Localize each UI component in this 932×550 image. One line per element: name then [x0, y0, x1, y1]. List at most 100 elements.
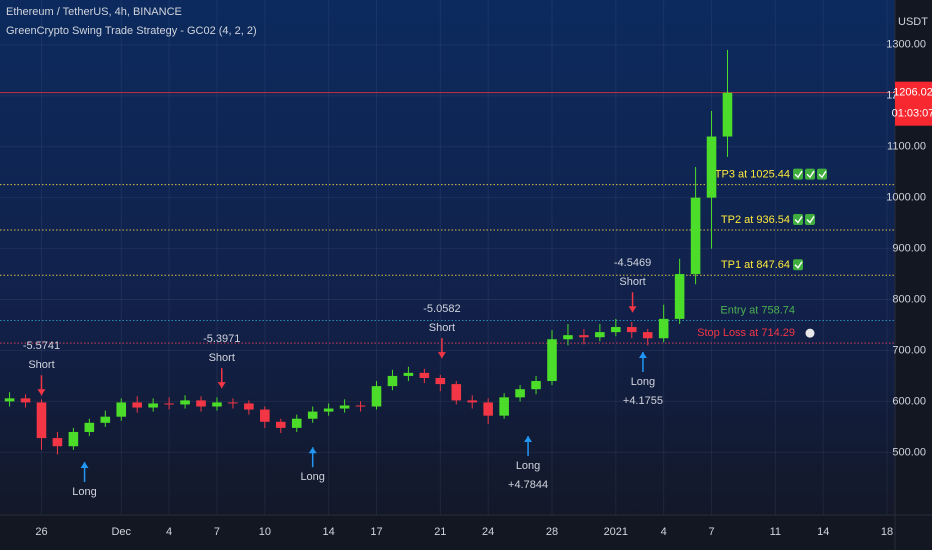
candle-body — [531, 381, 541, 390]
candle-body — [722, 92, 733, 137]
candle-body — [674, 274, 685, 319]
candle-body — [244, 403, 254, 410]
x-tick-label: 14 — [323, 526, 335, 538]
x-tick-label: 11 — [770, 526, 781, 538]
x-tick-label: 10 — [259, 526, 271, 538]
x-tick-label: 4 — [166, 526, 172, 538]
check-icon — [805, 213, 815, 225]
candle-body — [483, 402, 493, 416]
last-price-label: 1206.02 — [893, 87, 932, 99]
countdown-label: 01:03:07 — [892, 108, 932, 120]
signal-label: Short — [619, 276, 645, 288]
signal-arrow-head — [80, 462, 89, 469]
check-icon — [793, 259, 803, 271]
last-price-box — [895, 81, 932, 126]
signal-arrow-head — [217, 382, 226, 389]
x-tick-label: 28 — [546, 526, 558, 538]
y-axis-label: USDT — [898, 16, 928, 28]
signal-label: -5.0582 — [423, 303, 460, 315]
x-tick-label: 14 — [817, 526, 829, 538]
candle-body — [515, 389, 525, 398]
signal-label: -5.3971 — [203, 333, 240, 345]
y-tick-label: 900.00 — [892, 242, 926, 254]
candle-body — [435, 377, 446, 385]
candle-body — [36, 402, 47, 439]
check-mark — [806, 170, 815, 179]
candle-body — [212, 402, 222, 407]
candle-body — [611, 327, 621, 333]
candle-body — [499, 397, 509, 416]
candle-body — [387, 375, 398, 387]
signal-arrow-head — [628, 306, 637, 313]
candle-body — [563, 335, 573, 340]
check-mark — [794, 216, 803, 224]
y-tick-label: 600.00 — [892, 395, 926, 407]
y-tick-label: 700.00 — [892, 344, 926, 356]
candle-body — [132, 402, 142, 408]
signal-label: -4.5469 — [614, 257, 651, 269]
candle-body — [339, 405, 350, 409]
signal-label: +4.7844 — [508, 479, 548, 491]
candle-body — [419, 372, 430, 378]
signal-label: Short — [209, 352, 235, 364]
x-tick-label: 21 — [434, 526, 446, 538]
candle-body — [706, 136, 717, 198]
candle-body — [307, 411, 318, 419]
candle-body — [196, 400, 206, 407]
x-tick-label: 26 — [35, 526, 47, 538]
y-tick-label: 500.00 — [892, 446, 926, 458]
candle-body — [690, 197, 701, 275]
candle-body — [52, 438, 63, 447]
candle-body — [595, 332, 605, 338]
signal-label: Short — [429, 322, 455, 334]
candle-body — [355, 405, 366, 407]
level-label: Entry at 758.74 — [720, 304, 795, 316]
x-tick-label: 18 — [881, 526, 893, 538]
candle-body — [148, 403, 158, 408]
candle-body — [323, 408, 334, 412]
x-tick-label: 7 — [708, 526, 714, 538]
signal-label: Long — [516, 460, 540, 472]
candle-body — [467, 400, 478, 403]
y-tick-label: 800.00 — [892, 293, 926, 305]
y-tick-label: 1300.00 — [886, 39, 926, 51]
signal-label: Long — [300, 471, 324, 483]
candle-body — [68, 431, 79, 447]
x-axis-band — [0, 515, 932, 550]
signal-arrow-head — [437, 352, 446, 359]
candle-body — [116, 402, 127, 417]
check-mark — [818, 170, 827, 179]
check-mark — [794, 261, 803, 269]
check-icon — [805, 168, 815, 180]
candle-body — [84, 422, 95, 432]
candle-body — [100, 416, 111, 423]
candle-body — [4, 398, 15, 402]
candle-body — [642, 332, 653, 339]
candle-body — [403, 372, 414, 376]
candle-body — [228, 402, 238, 404]
signal-label: -5.5741 — [23, 340, 60, 352]
x-tick-label: 4 — [661, 526, 667, 538]
signal-label: Long — [72, 486, 96, 498]
y-tick-label: 1000.00 — [886, 192, 926, 204]
signal-label: Short — [28, 359, 54, 371]
candle-body — [260, 409, 270, 422]
check-icon — [793, 168, 803, 180]
candle-body — [20, 398, 31, 403]
signal-arrow-head — [524, 436, 533, 443]
candle-body — [579, 335, 589, 338]
x-tick-label: 2021 — [604, 526, 628, 538]
candle-body — [164, 403, 174, 405]
candle-body — [371, 386, 382, 407]
x-tick-label: Dec — [111, 526, 131, 538]
candle-body — [291, 418, 302, 428]
check-mark — [794, 170, 803, 179]
candle-body — [451, 384, 462, 401]
x-tick-label: 17 — [370, 526, 382, 538]
chart-title: Ethereum / TetherUS, 4h, BINANCE — [6, 6, 182, 18]
signal-arrow-head — [37, 389, 46, 396]
check-mark — [806, 216, 815, 224]
signal-arrow-head — [308, 447, 317, 454]
signal-arrow-head — [638, 351, 647, 358]
